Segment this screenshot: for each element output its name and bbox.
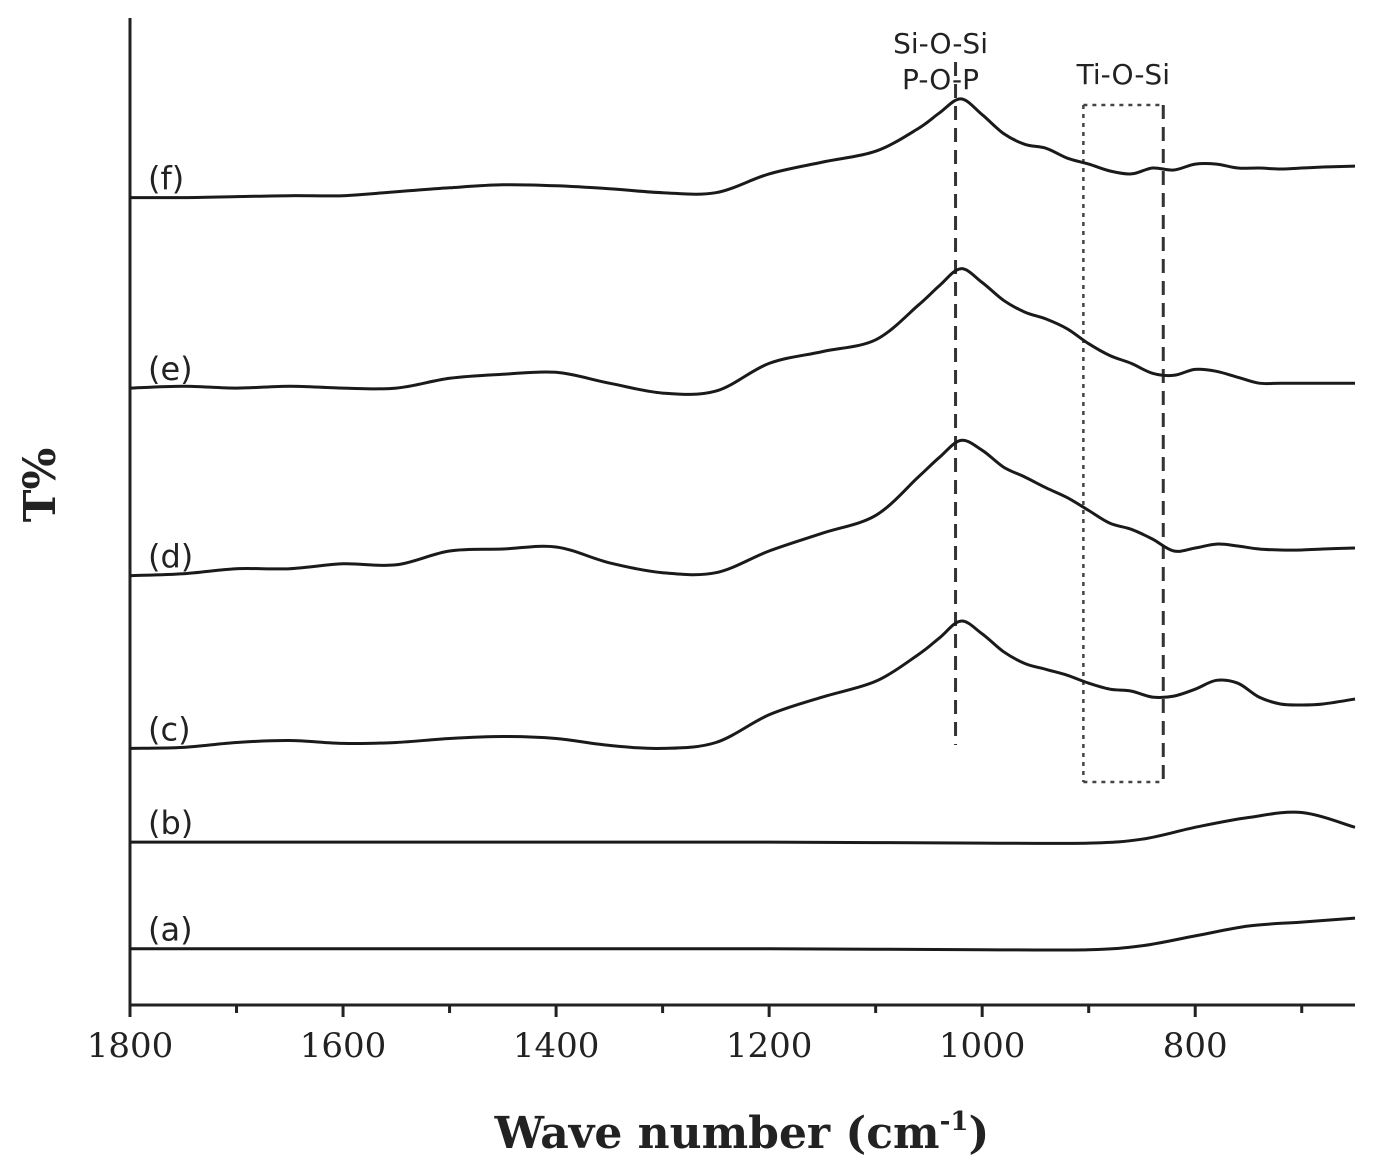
x-tick-label: 1000 (939, 1026, 1026, 1066)
x-tick-label: 1200 (726, 1026, 813, 1066)
si-o-si-annotation-label: P-O-P (902, 63, 979, 96)
ti-o-si-annotation-label: Ti-O-Si (1076, 58, 1170, 91)
x-axis-title: Wave number (cm-1) (494, 1107, 990, 1159)
annotation-layer: Si-O-SiP-O-P Ti-O-Si (893, 27, 1170, 784)
series-label-e: (e) (148, 350, 193, 388)
x-tick-label: 800 (1163, 1026, 1228, 1066)
series-line-e (129, 267, 1355, 396)
axis-layer: 1800 1600 1400 1200 1000 800 (87, 1005, 1304, 1066)
series-line-a (130, 916, 1356, 952)
series-line-d (129, 438, 1356, 578)
series-label-f: (f) (148, 160, 184, 198)
series-label-d: (d) (148, 538, 193, 576)
series-label-a: (a) (148, 911, 193, 949)
si-o-si-annotation-label: Si-O-Si (893, 27, 988, 60)
series-line-b (130, 810, 1356, 845)
plot-frame (128, 18, 1355, 1007)
x-tick-label: 1600 (300, 1026, 387, 1066)
x-tick-label: 1800 (87, 1026, 174, 1066)
series-label-c: (c) (148, 710, 191, 748)
series-line-f (129, 97, 1356, 200)
series-layer: (a) (b) (c) (d) (e) (f) (129, 97, 1356, 952)
series-label-b: (b) (148, 804, 193, 842)
series-line-c (129, 619, 1356, 750)
x-tick-label: 1400 (513, 1026, 600, 1066)
y-axis-title: T% (15, 448, 66, 523)
x-axis-title-superscript: -1 (940, 1107, 969, 1137)
